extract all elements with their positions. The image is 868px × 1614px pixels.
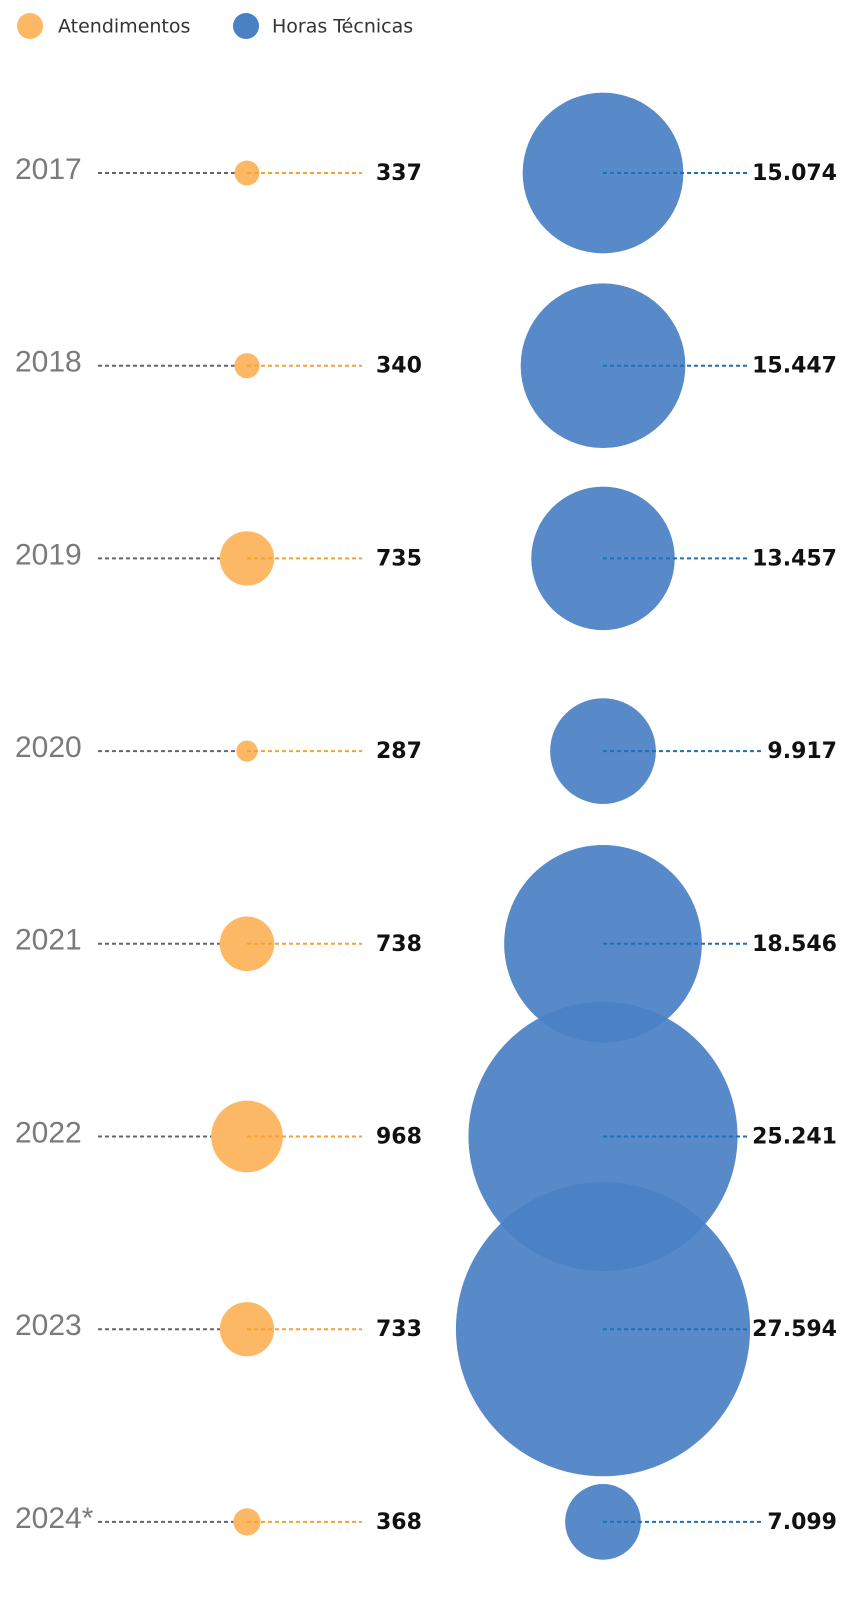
value-label: 13.457: [752, 546, 837, 571]
category-label: 2019: [15, 538, 82, 571]
value-label: 15.447: [752, 354, 837, 379]
value-label: 738: [376, 932, 422, 957]
legend-label: Atendimentos: [58, 16, 190, 38]
value-label: 18.546: [752, 932, 837, 957]
category-label: 2021: [15, 924, 82, 957]
value-label: 9.917: [767, 739, 837, 764]
value-label: 733: [376, 1317, 422, 1342]
category-label: 2020: [15, 731, 82, 764]
legend-marker: [233, 13, 259, 39]
value-label: 25.241: [752, 1125, 837, 1150]
category-label: 2018: [15, 346, 82, 379]
category-label: 2024*: [15, 1502, 94, 1535]
value-label: 7.099: [767, 1510, 837, 1535]
value-label: 287: [376, 739, 422, 764]
value-label: 15.074: [752, 161, 837, 186]
legend-label: Horas Técnicas: [272, 16, 413, 38]
value-label: 968: [376, 1125, 422, 1150]
category-label: 2022: [15, 1116, 82, 1149]
value-label: 27.594: [752, 1317, 837, 1342]
legend-marker: [17, 13, 43, 39]
category-label: 2017: [15, 153, 82, 186]
category-label: 2023: [15, 1309, 82, 1342]
value-label: 337: [376, 161, 422, 186]
value-label: 368: [376, 1510, 422, 1535]
value-label: 735: [376, 546, 422, 571]
value-label: 340: [376, 354, 422, 379]
